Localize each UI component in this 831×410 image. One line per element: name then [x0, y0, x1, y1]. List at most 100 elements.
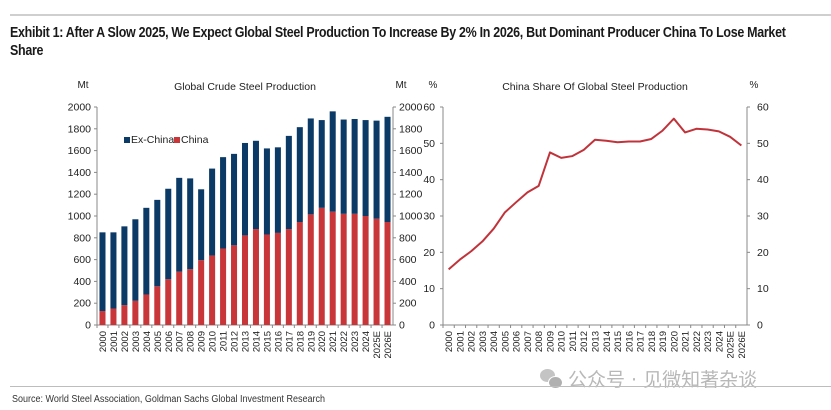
x-tick-label: 2008	[534, 331, 545, 352]
x-tick-label: 2005	[153, 331, 164, 352]
bar-ex-china-2016	[274, 147, 281, 233]
x-tick-label: 2004	[142, 331, 153, 352]
x-tick-label: 2019	[306, 331, 317, 352]
left-y-tick-label: 20	[423, 247, 435, 259]
bar-china-2021	[329, 211, 336, 325]
bar-ex-china-2025E	[373, 120, 380, 219]
source-note: Source: World Steel Association, Goldman…	[12, 394, 325, 405]
right-y-unit-label: Mt	[395, 80, 406, 91]
right-y-tick-label: 800	[399, 232, 417, 244]
right-y-tick-label: 0	[399, 320, 405, 332]
x-tick-label: 2011	[568, 331, 579, 351]
bar-ex-china-2023	[351, 118, 358, 214]
china-share-line	[447, 117, 742, 271]
x-tick-label: 2025E	[372, 331, 383, 358]
bar-ex-china-2011	[220, 157, 227, 249]
x-tick-label: 2021	[681, 331, 692, 352]
left-y-unit-label: %	[429, 80, 438, 91]
bar-china-2002	[121, 305, 128, 325]
watermark: 公众号 · 见微知著杂谈	[540, 365, 757, 392]
x-tick-label: 2024	[714, 331, 725, 352]
right-y-tick-label: 1000	[399, 211, 423, 223]
line-chart-title: China Share Of Global Steel Production	[502, 81, 688, 93]
bottom-divider	[10, 386, 831, 387]
bar-chart-title: Global Crude Steel Production	[174, 81, 316, 93]
x-tick-label: 2017	[284, 331, 295, 352]
wechat-icon	[540, 368, 563, 389]
top-divider	[10, 14, 831, 16]
x-tick-label: 2004	[489, 331, 500, 352]
x-tick-label: 2001	[455, 331, 466, 352]
bar-ex-china-2002	[121, 226, 128, 306]
right-y-tick-label: 2000	[399, 102, 423, 114]
x-tick-label: 2006	[164, 331, 175, 352]
x-tick-label: 2024	[361, 331, 372, 352]
x-tick-label: 2021	[328, 331, 339, 352]
x-tick-label: 2013	[591, 331, 602, 352]
x-tick-label: 2005	[500, 331, 511, 352]
bar-ex-china-2017	[285, 135, 292, 230]
x-tick-label: 2016	[273, 331, 284, 352]
line-chart-china-share: China Share Of Global Steel Production %…	[423, 80, 769, 358]
bar-china-2006	[165, 279, 172, 325]
bar-ex-china-2006	[165, 188, 172, 280]
right-y-tick-label: 1200	[399, 189, 423, 201]
bar-china-2024	[362, 216, 369, 325]
x-tick-label: 2022	[339, 331, 350, 352]
bar-china-2003	[132, 300, 139, 325]
x-tick-label: 2002	[120, 331, 131, 352]
left-y-tick-label: 1600	[68, 145, 92, 157]
left-y-tick-label: 0	[85, 320, 91, 332]
exhibit-title: Exhibit 1: After A Slow 2025, We Expect …	[10, 25, 786, 59]
right-y-tick-label: 1800	[399, 123, 423, 135]
bar-ex-china-2019	[307, 118, 314, 215]
x-tick-label: 2000	[444, 331, 455, 352]
x-tick-label: 2015	[613, 331, 624, 352]
bar-china-2022	[340, 213, 347, 325]
x-tick-label: 2009	[197, 331, 208, 352]
bar-ex-china-2004	[143, 207, 150, 295]
x-tick-label: 2010	[208, 331, 219, 352]
right-y-unit-label: %	[750, 80, 759, 91]
bar-ex-china-2012	[231, 153, 238, 246]
x-tick-label: 2008	[186, 331, 197, 352]
bar-china-2011	[220, 248, 227, 325]
bar-ex-china-2013	[241, 142, 249, 236]
legend-label-china: China	[181, 134, 209, 146]
bar-ex-china-2005	[154, 199, 161, 287]
x-tick-label: 2007	[175, 331, 186, 352]
bar-china-2005	[154, 286, 161, 325]
x-tick-label: 2011	[219, 331, 230, 351]
left-y-tick-label: 200	[73, 298, 91, 310]
left-y-tick-label: 60	[423, 102, 435, 114]
x-tick-label: 2023	[350, 331, 361, 352]
bar-china-2015	[263, 234, 270, 325]
x-tick-label: 2020	[317, 331, 328, 352]
right-y-tick-label: 1600	[399, 145, 423, 157]
right-y-tick-label: 30	[757, 211, 769, 223]
x-tick-label: 2007	[523, 331, 534, 352]
right-y-tick-label: 60	[757, 102, 769, 114]
x-tick-label: 2002	[467, 331, 478, 352]
bar-ex-china-2020	[318, 120, 325, 208]
bar-china-2001	[110, 308, 117, 325]
x-tick-label: 2015	[262, 331, 273, 352]
bar-ex-china-2010	[209, 168, 216, 256]
x-tick-label: 2003	[478, 331, 489, 352]
left-y-tick-label: 0	[429, 320, 435, 332]
bar-ex-china-2026E	[384, 116, 391, 222]
left-y-tick-label: 50	[423, 138, 435, 150]
bar-ex-china-2001	[110, 232, 117, 309]
x-tick-label: 2013	[241, 331, 252, 352]
bar-china-2008	[187, 269, 194, 325]
left-y-tick-label: 1400	[68, 167, 92, 179]
right-y-tick-label: 200	[399, 298, 417, 310]
x-tick-label: 2014	[251, 331, 262, 352]
bar-china-2026E	[384, 221, 391, 325]
left-y-tick-label: 1000	[68, 211, 92, 223]
x-tick-label: 2025E	[726, 331, 737, 358]
bar-china-2018	[296, 221, 303, 325]
x-tick-label: 2014	[602, 331, 613, 352]
bar-china-2010	[209, 255, 216, 325]
bar-china-2019	[307, 214, 314, 325]
